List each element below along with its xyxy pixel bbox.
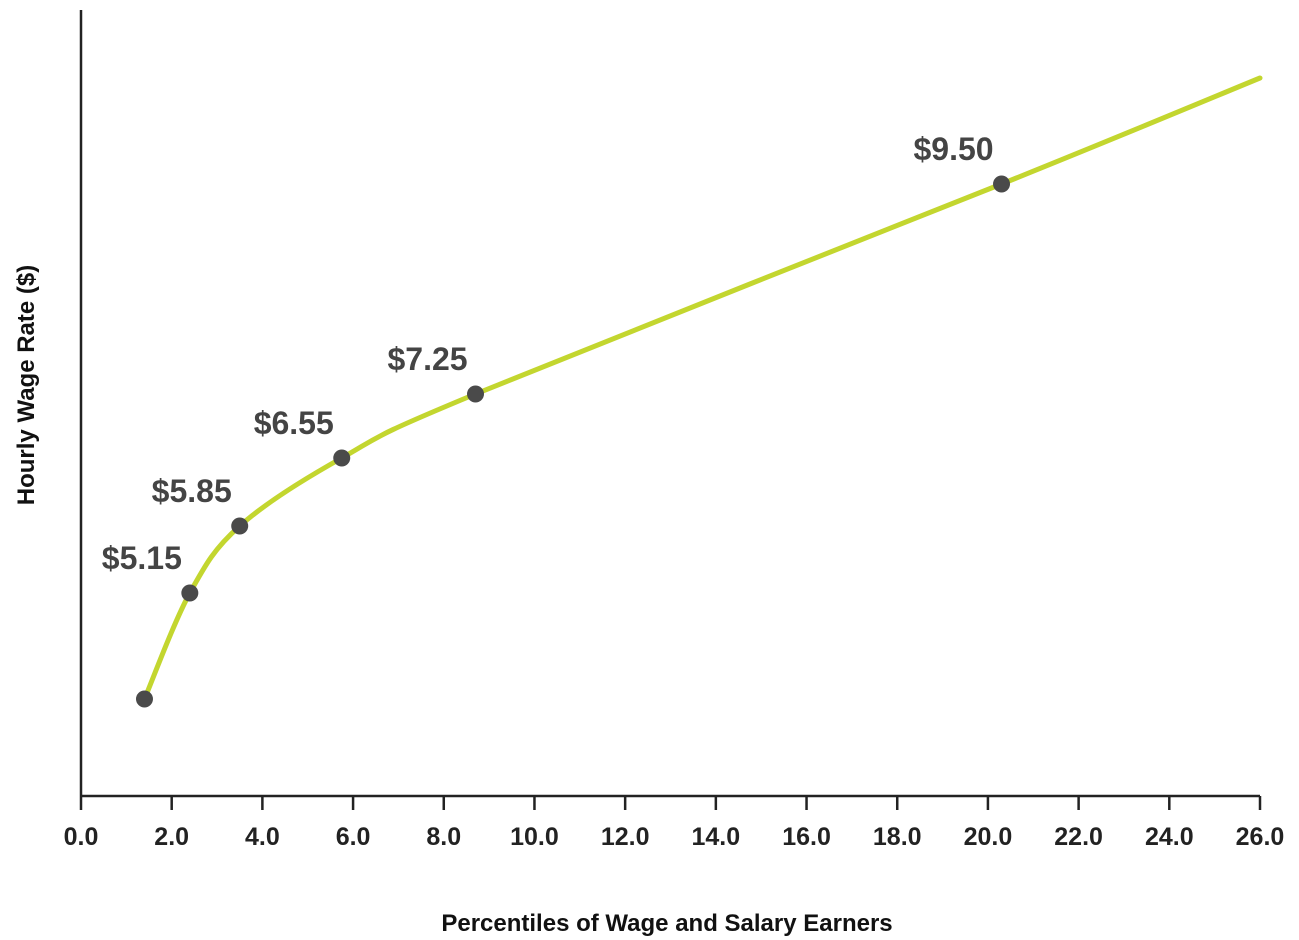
x-tick-label: 22.0 <box>1054 823 1103 851</box>
data-label: $5.85 <box>152 473 232 509</box>
x-tick-label: 0.0 <box>64 823 99 851</box>
data-point <box>231 517 249 535</box>
x-tick-label: 20.0 <box>964 823 1013 851</box>
x-axis-title: Percentiles of Wage and Salary Earners <box>441 910 892 937</box>
x-tick-label: 24.0 <box>1145 823 1194 851</box>
data-point <box>993 175 1011 193</box>
x-tick-label: 8.0 <box>426 823 461 851</box>
x-tick-label: 6.0 <box>336 823 371 851</box>
x-tick-label: 18.0 <box>873 823 922 851</box>
x-tick-label: 10.0 <box>510 823 559 851</box>
data-point <box>181 584 199 602</box>
x-tick-label: 26.0 <box>1236 823 1285 851</box>
data-labels: $5.15 $5.85 $6.55 $7.25 $9.50 <box>102 131 994 576</box>
data-markers <box>135 175 1011 708</box>
axes <box>79 10 1260 798</box>
x-axis-ticks: 0.0 2.0 4.0 6.0 8.0 10.0 12.0 14.0 16.0 18.0 20.0 2… <box>64 796 1285 851</box>
data-point <box>135 690 153 708</box>
y-axis-title: Hourly Wage Rate ($) <box>13 265 40 505</box>
data-point <box>333 449 351 467</box>
data-label: $5.15 <box>102 540 182 576</box>
x-tick-label: 2.0 <box>154 823 189 851</box>
data-label: $7.25 <box>387 341 467 377</box>
x-tick-label: 16.0 <box>782 823 831 851</box>
data-point <box>467 385 485 403</box>
x-tick-label: 4.0 <box>245 823 280 851</box>
data-label: $6.55 <box>254 405 334 441</box>
x-tick-label: 12.0 <box>601 823 650 851</box>
x-tick-label: 14.0 <box>692 823 741 851</box>
data-label: $9.50 <box>913 131 993 167</box>
wage-curve-line <box>141 75 1263 702</box>
